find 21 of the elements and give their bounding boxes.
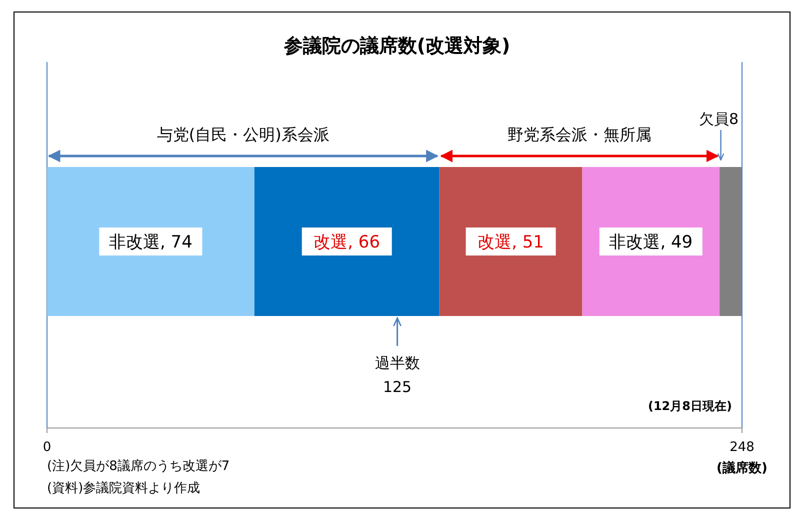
annotation: 与党(自民・公明)系会派 xyxy=(156,125,330,144)
data-label: 改選, 51 xyxy=(478,232,544,252)
bar xyxy=(439,167,582,316)
bar xyxy=(720,167,742,316)
text: (資料)参議院資料より作成 xyxy=(47,481,200,496)
annotation: (12月8日現在) xyxy=(648,399,732,413)
chart-title: 参議院の議席数(改選対象) xyxy=(282,35,510,57)
x-tick-label: 0 xyxy=(42,440,52,455)
annotation: 125 xyxy=(382,378,412,396)
data-label: 非改選, 49 xyxy=(609,232,693,252)
text: (注)欠員が8議席のうち改選が7 xyxy=(47,458,230,474)
bar xyxy=(582,167,720,316)
bar xyxy=(47,167,254,316)
bar xyxy=(254,167,440,316)
x-axis-title: (議席数) xyxy=(716,460,768,476)
annotation: 野党系会派・無所属 xyxy=(507,125,652,144)
data-label: 非改選, 74 xyxy=(108,232,192,252)
x-tick-label: 248 xyxy=(730,440,754,455)
annotation: 欠員8 xyxy=(699,110,739,128)
data-label: 改選, 66 xyxy=(314,232,380,252)
ref-line-label: 過半数 xyxy=(374,354,420,372)
